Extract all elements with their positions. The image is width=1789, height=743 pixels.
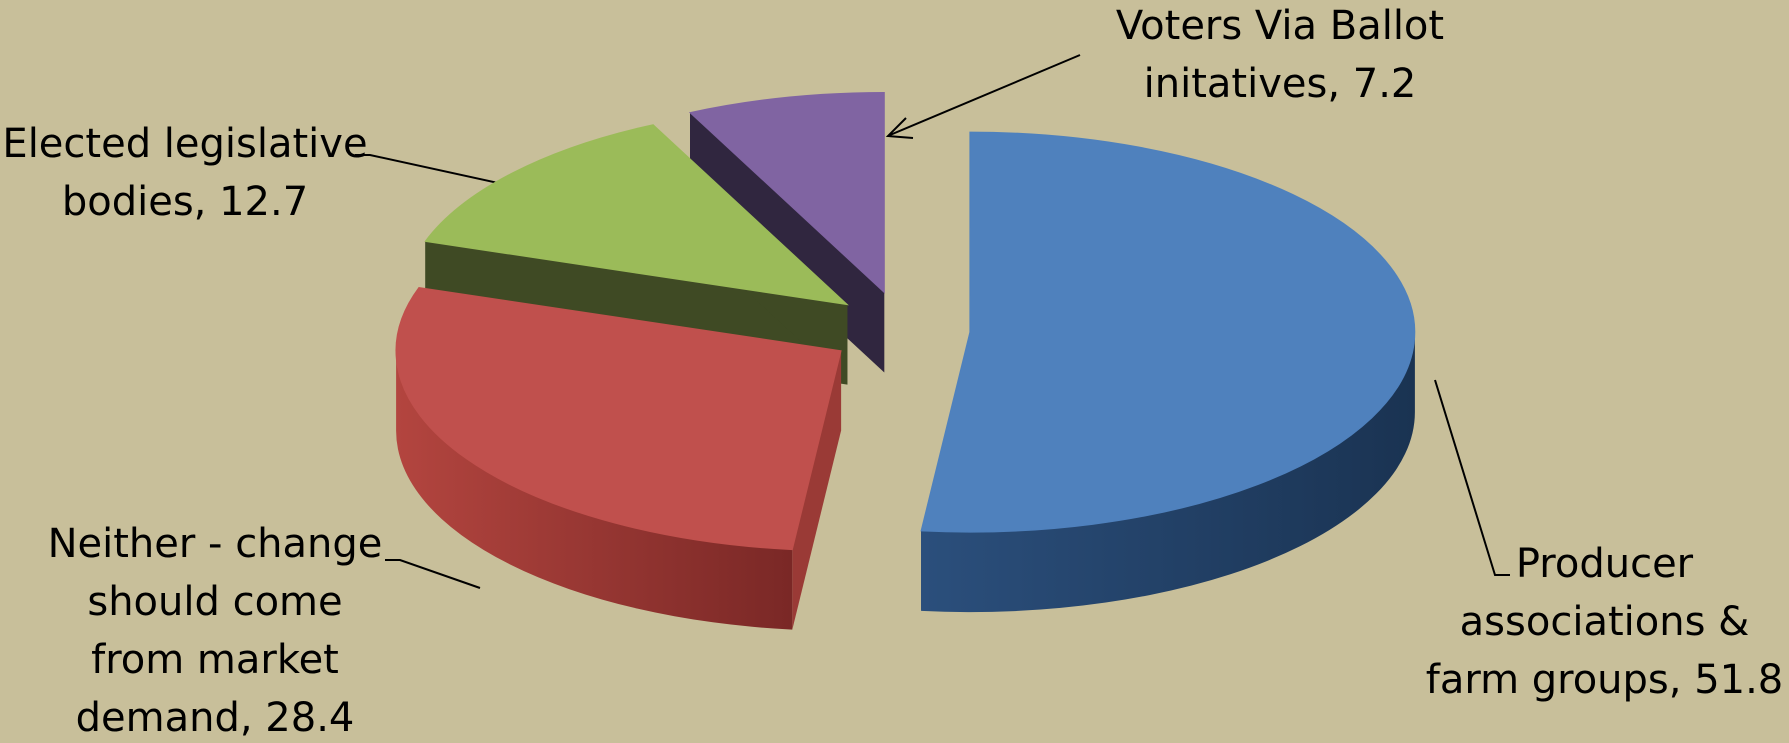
leader-line bbox=[1434, 379, 1510, 576]
slice-label-elected-legislative: Elected legislative bodies, 12.7 bbox=[0, 115, 370, 231]
leader-line bbox=[385, 559, 481, 589]
slice-label-producer-associations: Producer associations & farm groups, 51.… bbox=[1420, 535, 1789, 709]
leader-line-arrow bbox=[889, 54, 1081, 136]
arrow-head-icon bbox=[885, 117, 914, 139]
slice-label-line: farm groups, 51.8 bbox=[1425, 657, 1784, 703]
slice-label-neither-market-demand: Neither - change should come from market… bbox=[40, 515, 390, 743]
pie-slice-producer-associations-farm-groups bbox=[920, 131, 1416, 613]
slice-label-line: associations & bbox=[1459, 599, 1750, 645]
leader-line bbox=[355, 154, 531, 191]
pie-slice-top bbox=[920, 131, 1416, 533]
pie-slice-side bbox=[396, 350, 793, 630]
slice-label-line: Producer bbox=[1515, 541, 1694, 587]
slice-label-line: Elected legislative bbox=[2, 121, 368, 167]
slice-label-line: demand, 28.4 bbox=[75, 695, 355, 741]
slice-label-line: initatives, 7.2 bbox=[1143, 61, 1417, 107]
pie-slice-top bbox=[395, 286, 842, 551]
slice-label-line: bodies, 12.7 bbox=[61, 179, 309, 225]
pie-slice-top bbox=[424, 124, 849, 306]
pie-slice-side bbox=[921, 332, 1415, 613]
slice-label-line: should come bbox=[87, 579, 343, 625]
leader-lines bbox=[355, 54, 1510, 589]
slice-label-voters-via-ballot: Voters Via Ballot initatives, 7.2 bbox=[1070, 0, 1490, 113]
slice-label-line: from market bbox=[91, 637, 339, 683]
slice-label-line: Neither - change bbox=[47, 521, 383, 567]
pie-slice-top bbox=[688, 91, 885, 294]
pie-slices bbox=[395, 91, 1416, 630]
pie-slice-neither-change-should-come-from-market-demand bbox=[395, 286, 842, 630]
slice-label-line: Voters Via Ballot bbox=[1115, 3, 1445, 49]
